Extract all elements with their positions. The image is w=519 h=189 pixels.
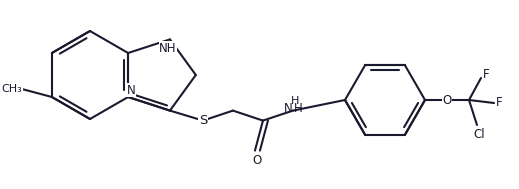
Text: S: S (199, 114, 207, 127)
Text: N: N (127, 84, 135, 97)
Text: Cl: Cl (473, 129, 485, 142)
Text: CH₃: CH₃ (2, 84, 22, 94)
Text: N: N (283, 102, 292, 115)
Text: NH: NH (159, 42, 176, 55)
Text: O: O (442, 94, 452, 106)
Text: O: O (252, 154, 262, 167)
Text: H: H (291, 96, 299, 106)
Text: F: F (483, 68, 489, 81)
Text: H: H (294, 102, 303, 115)
Text: F: F (496, 97, 502, 109)
